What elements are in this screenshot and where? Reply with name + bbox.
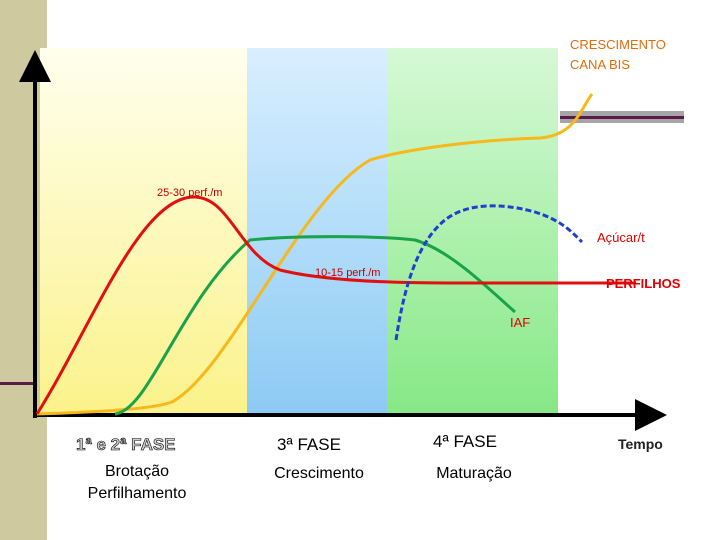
phase-3-panel: [247, 48, 387, 415]
side-strip: [0, 0, 47, 540]
phase-text: Perfilhamento: [88, 485, 187, 502]
phase-title: 3ª FASE: [277, 435, 341, 454]
phase-4-panel: [387, 48, 558, 415]
x-axis-label: Tempo: [618, 436, 663, 452]
phase-text: Brotação: [105, 463, 169, 480]
strip-line: [0, 382, 36, 385]
lai-curve: [114, 235, 516, 416]
purple-line: [560, 116, 684, 119]
sugar-curve: [394, 204, 584, 341]
annotation: 25-30 perf./m: [157, 187, 222, 199]
phase-text: Crescimento: [274, 465, 364, 482]
yield-curve: [36, 93, 594, 416]
annotation: 10-15 perf./m: [315, 267, 380, 279]
phase-title: 1ª e 2ª FASE: [76, 435, 176, 454]
annotation: CRESCIMENTO: [570, 37, 666, 52]
phase-title: 4ª FASE: [433, 432, 497, 451]
annotation: Açúcar/t: [597, 230, 645, 245]
annotation: IAF: [510, 315, 530, 330]
phase-text: Maturação: [436, 465, 512, 482]
tillers-curve: [35, 195, 636, 415]
annotation: PERFILHOS: [606, 276, 681, 291]
annotation: CANA BIS: [570, 57, 630, 72]
